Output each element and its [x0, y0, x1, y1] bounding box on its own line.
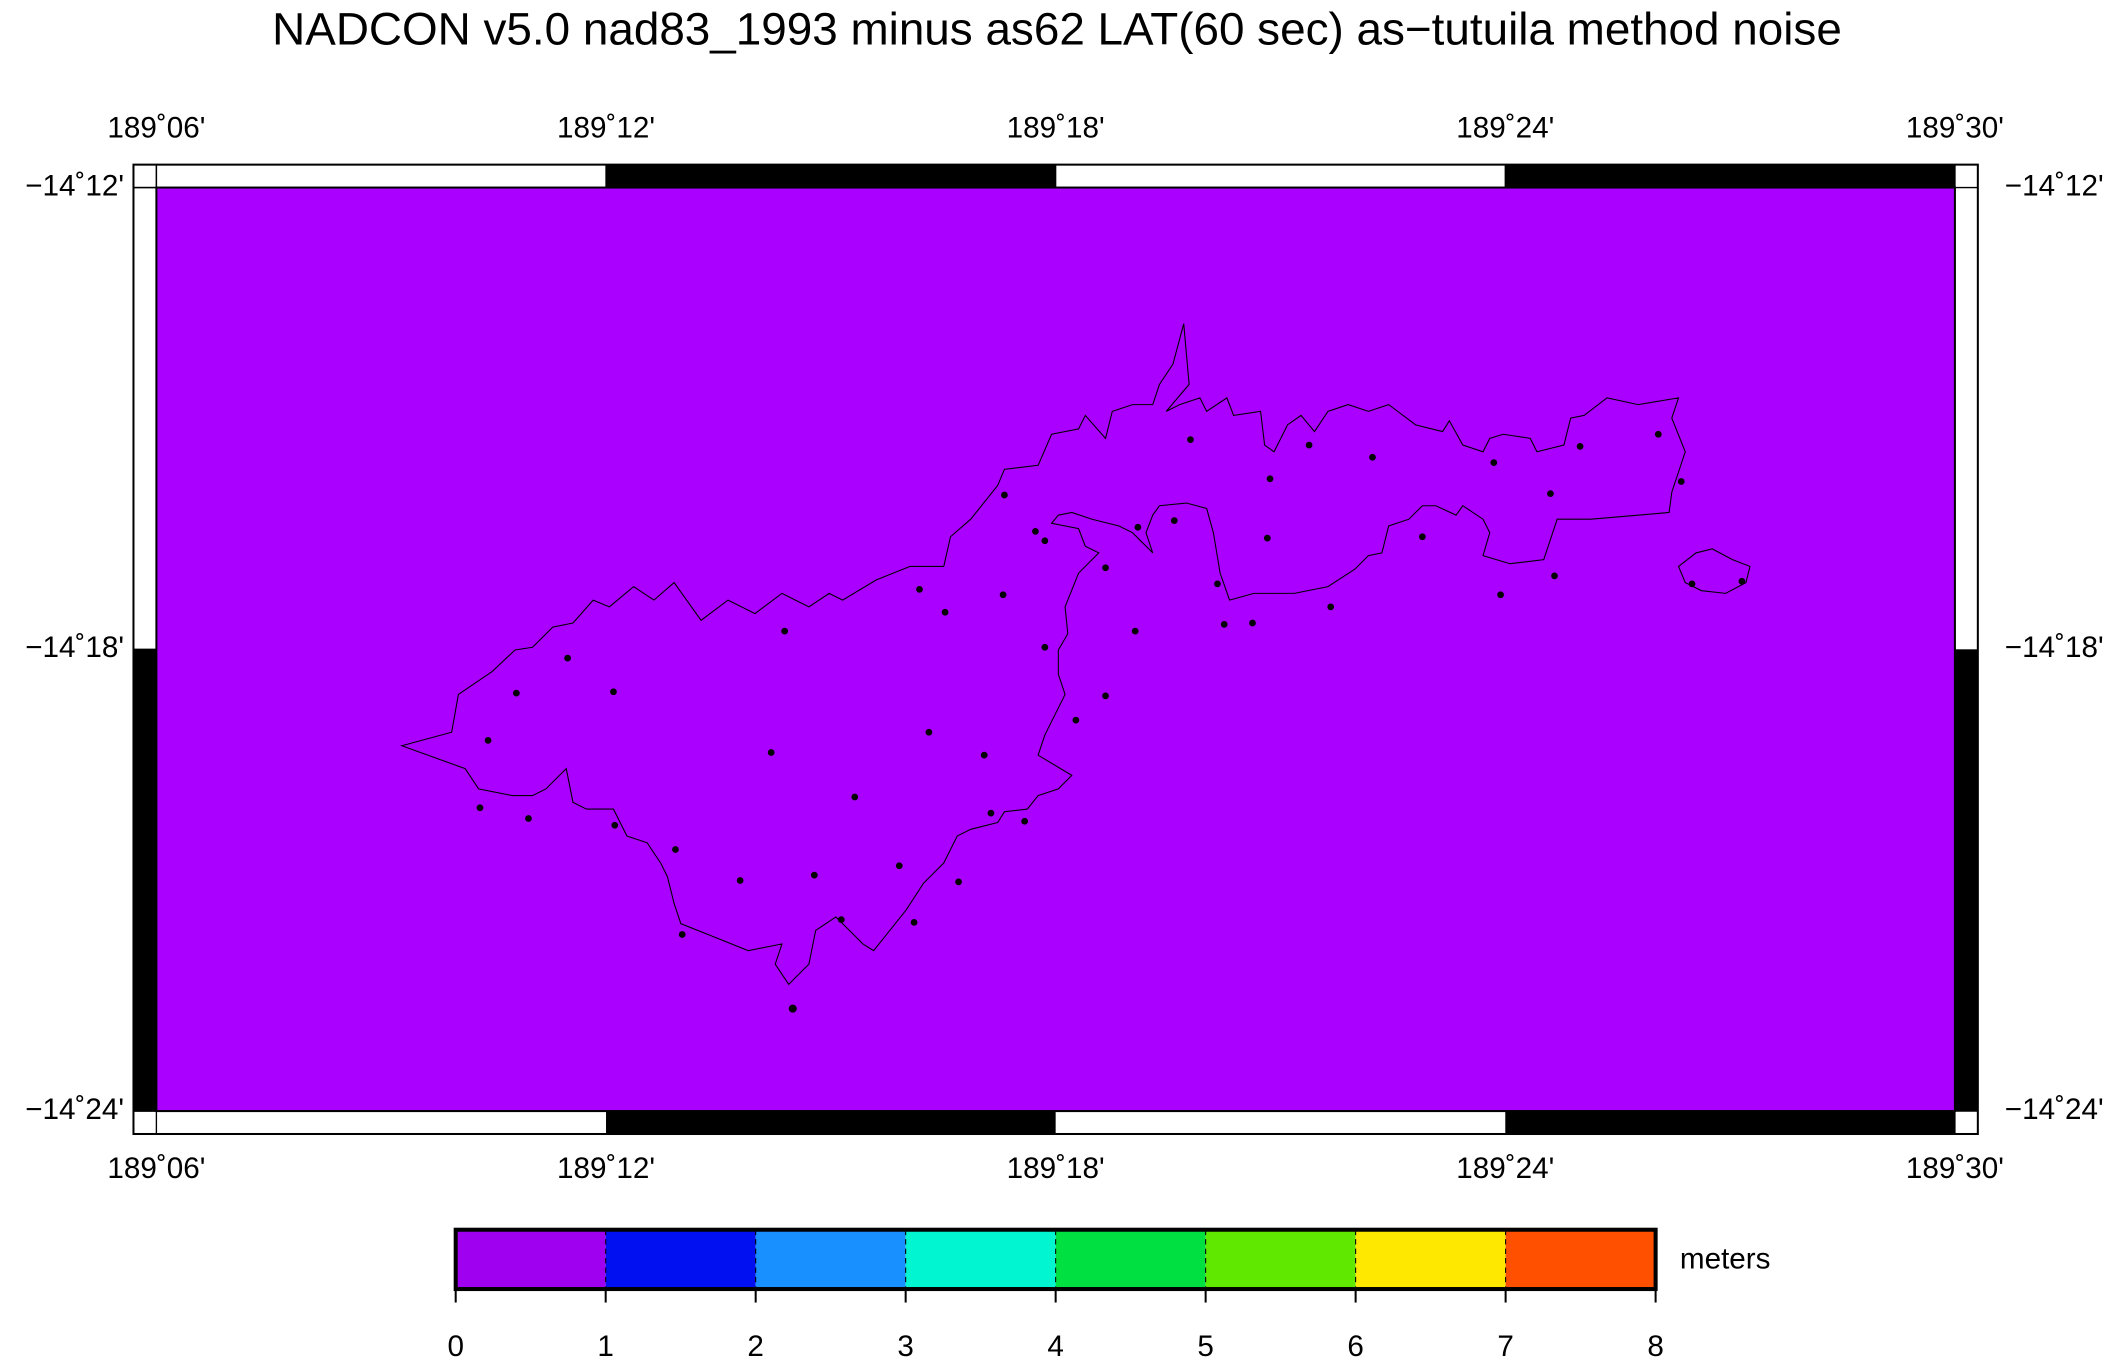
lon-tick-label: 189˚18' [1007, 111, 1105, 144]
title: NADCON v5.0 nad83_1993 minus as62 LAT(60… [272, 4, 1842, 55]
colorbar-tick-label: 6 [1347, 1330, 1364, 1362]
colorbar-segment [605, 1229, 756, 1290]
colorbar-segment [1055, 1229, 1206, 1290]
map-fill-top [155, 186, 1956, 1113]
colorbar-frame [453, 1227, 1658, 1292]
lon-tick-label: 189˚24' [1456, 111, 1554, 144]
lat-tick-label: −14˚18' [25, 631, 124, 664]
frame-segment [133, 649, 157, 1112]
colorbar-tick-label: 2 [747, 1330, 763, 1362]
lat-tick-label: −14˚12' [25, 169, 124, 202]
colorbar-segment [455, 1229, 606, 1290]
lon-tick-label: 189˚06' [107, 111, 205, 144]
colorbar-tick-label: 1 [597, 1330, 613, 1362]
frame-segment [1505, 164, 1955, 188]
colorbar-segment [1505, 1229, 1656, 1290]
colorbar-segment [1355, 1229, 1506, 1290]
stations [476, 430, 1746, 1013]
colorbar-segment [1205, 1229, 1356, 1290]
lon-tick-label: 189˚30' [1906, 111, 2004, 144]
colorbar-tick-label: 5 [1197, 1330, 1214, 1362]
lon-tick-label: 189˚24' [1456, 1152, 1554, 1185]
colorbar-tick-label: 7 [1497, 1330, 1514, 1362]
colorbar-segment [905, 1229, 1056, 1290]
lat-tick-label: −14˚24' [25, 1093, 124, 1126]
lon-tick-label: 189˚06' [107, 1152, 205, 1185]
colorbar-tick-label: 8 [1647, 1330, 1664, 1362]
lon-tick-label: 189˚30' [1906, 1152, 2004, 1185]
colorbar-tick-label: 0 [447, 1330, 463, 1362]
lat-tick-label: −14˚12' [2005, 169, 2104, 202]
frame-segment [1505, 1111, 1955, 1134]
lat-tick-label: −14˚24' [2005, 1093, 2104, 1126]
lon-tick-label: 189˚12' [557, 111, 655, 144]
coastline [399, 323, 1686, 986]
colorbar-tick-label: 4 [1047, 1330, 1064, 1362]
frame-segment [606, 1111, 1056, 1134]
colorbar-tick-label: 3 [897, 1330, 914, 1362]
frame-segment [1954, 649, 1978, 1112]
lat-tick-label: −14˚18' [2005, 631, 2104, 664]
lon-tick-label: 189˚12' [557, 1152, 655, 1185]
frame-segment [606, 164, 1056, 188]
colorbar-segment [755, 1229, 906, 1290]
colorbar-unit: meters [1680, 1243, 1771, 1276]
lon-tick-label: 189˚18' [1007, 1152, 1105, 1185]
